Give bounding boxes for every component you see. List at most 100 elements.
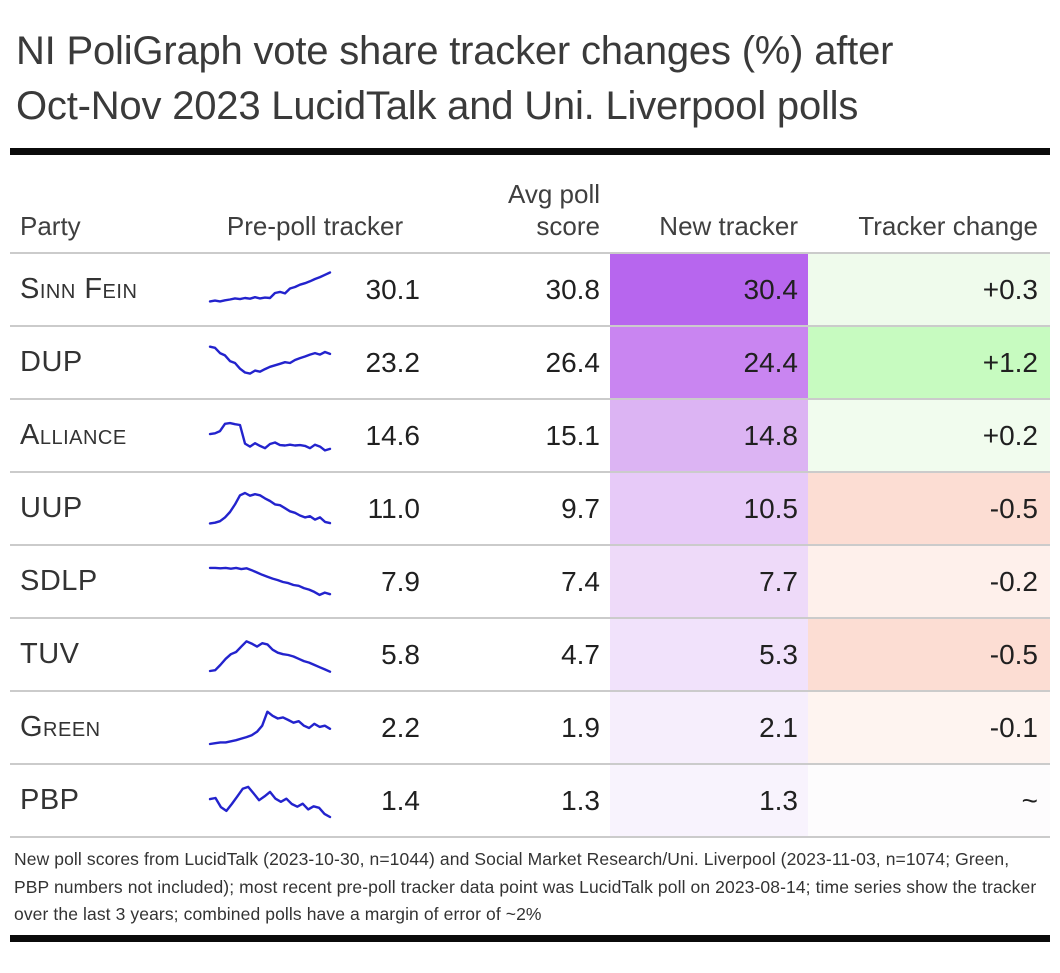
pre-poll-tracker-value: 5.8	[381, 638, 420, 670]
tracker-change-cell: +1.2	[808, 327, 1050, 398]
avg-poll-score-value: 1.3	[561, 784, 600, 816]
tracker-change-value: -0.5	[989, 492, 1038, 524]
title-line-2: Oct-Nov 2023 LucidTalk and Uni. Liverpoo…	[16, 84, 859, 128]
pre-poll-tracker-value: 14.6	[365, 419, 421, 451]
sparkline-chart	[208, 785, 332, 818]
avg-poll-score-cell: 1.3	[430, 765, 610, 836]
title-line-1: NI PoliGraph vote share tracker changes …	[16, 29, 894, 73]
pre-poll-tracker-cell: 2.2	[200, 692, 430, 763]
top-rule	[10, 148, 1050, 155]
party-name: Green	[20, 711, 101, 743]
tracker-change-cell: ~	[808, 765, 1050, 836]
table-row: TUV 5.8 4.7 5.3 -0.5	[10, 619, 1050, 692]
table-body: Sinn Fein 30.1 30.8 30.4 +0.3 DUP 23.2 2…	[10, 254, 1050, 838]
pre-poll-tracker-value: 30.1	[365, 273, 421, 305]
new-tracker-value: 24.4	[743, 346, 799, 378]
new-tracker-cell: 14.8	[610, 400, 808, 471]
pre-poll-tracker-cell: 7.9	[200, 546, 430, 617]
table-row: SDLP 7.9 7.4 7.7 -0.2	[10, 546, 1050, 619]
footnote-text: New poll scores from LucidTalk (2023-10-…	[14, 849, 1037, 924]
avg-poll-score-cell: 30.8	[430, 254, 610, 325]
sparkline-chart	[208, 566, 332, 596]
new-tracker-cell: 1.3	[610, 765, 808, 836]
column-header-tracker-change: Tracker change	[858, 211, 1038, 241]
avg-poll-score-value: 1.9	[561, 711, 600, 743]
tracker-change-value: +0.2	[982, 419, 1038, 451]
new-tracker-value: 2.1	[759, 711, 798, 743]
party-name: Alliance	[20, 419, 127, 451]
column-header-new-tracker: New tracker	[659, 211, 798, 241]
table-header-row: Party Pre-poll tracker Avg poll score Ne…	[10, 155, 1050, 254]
sparkline-chart	[208, 270, 332, 303]
party-name: SDLP	[20, 565, 98, 597]
table-row: Alliance 14.6 15.1 14.8 +0.2	[10, 400, 1050, 473]
sparkline-chart	[208, 421, 332, 452]
avg-poll-score-value: 4.7	[561, 638, 600, 670]
avg-poll-score-value: 30.8	[545, 273, 601, 305]
party-name: TUV	[20, 638, 80, 670]
pre-poll-tracker-cell: 1.4	[200, 765, 430, 836]
party-name: Sinn Fein	[20, 273, 138, 305]
sparkline-chart	[208, 344, 332, 375]
sparkline-chart	[208, 639, 332, 673]
pre-poll-tracker-value: 23.2	[365, 346, 421, 378]
avg-poll-score-value: 15.1	[545, 419, 601, 451]
avg-poll-score-value: 26.4	[545, 346, 601, 378]
pre-poll-tracker-cell: 5.8	[200, 619, 430, 690]
pre-poll-tracker-cell: 11.0	[200, 473, 430, 544]
avg-poll-score-cell: 7.4	[430, 546, 610, 617]
infographic-page: NI PoliGraph vote share tracker changes …	[0, 24, 1060, 942]
pre-poll-tracker-cell: 23.2	[200, 327, 430, 398]
tracker-change-cell: +0.3	[808, 254, 1050, 325]
pre-poll-tracker-cell: 30.1	[200, 254, 430, 325]
tracker-change-value: -0.5	[989, 638, 1038, 670]
table-row: PBP 1.4 1.3 1.3 ~	[10, 765, 1050, 838]
party-name: DUP	[20, 346, 83, 378]
new-tracker-value: 30.4	[743, 273, 799, 305]
page-title: NI PoliGraph vote share tracker changes …	[16, 24, 1050, 134]
tracker-change-cell: -0.5	[808, 473, 1050, 544]
tracker-change-value: -0.2	[989, 565, 1038, 597]
new-tracker-cell: 10.5	[610, 473, 808, 544]
pre-poll-tracker-cell: 14.6	[200, 400, 430, 471]
tracker-change-value: ~	[1021, 784, 1038, 816]
pre-poll-tracker-value: 1.4	[381, 784, 420, 816]
tracker-change-cell: -0.5	[808, 619, 1050, 690]
party-name: PBP	[20, 784, 80, 816]
column-header-party: Party	[20, 211, 81, 241]
column-header-pre-poll-tracker: Pre-poll tracker	[226, 211, 404, 241]
new-tracker-cell: 5.3	[610, 619, 808, 690]
new-tracker-value: 1.3	[759, 784, 798, 816]
tracker-change-cell: -0.2	[808, 546, 1050, 617]
avg-poll-score-cell: 1.9	[430, 692, 610, 763]
table-row: Sinn Fein 30.1 30.8 30.4 +0.3	[10, 254, 1050, 327]
new-tracker-value: 10.5	[743, 492, 799, 524]
avg-poll-score-cell: 9.7	[430, 473, 610, 544]
tracker-change-cell: +0.2	[808, 400, 1050, 471]
pre-poll-tracker-value: 11.0	[367, 492, 420, 524]
new-tracker-cell: 7.7	[610, 546, 808, 617]
new-tracker-value: 7.7	[759, 565, 798, 597]
tracker-change-value: -0.1	[989, 711, 1038, 743]
column-header-avg-poll-score: Avg poll score	[507, 179, 600, 241]
avg-poll-score-cell: 4.7	[430, 619, 610, 690]
new-tracker-cell: 2.1	[610, 692, 808, 763]
new-tracker-value: 5.3	[759, 638, 798, 670]
tracker-change-value: +1.2	[982, 346, 1038, 378]
sparkline-chart	[208, 491, 332, 525]
avg-poll-score-cell: 15.1	[430, 400, 610, 471]
pre-poll-tracker-value: 7.9	[381, 565, 420, 597]
party-name: UUP	[20, 492, 83, 524]
avg-poll-score-value: 7.4	[561, 565, 600, 597]
table-row: DUP 23.2 26.4 24.4 +1.2	[10, 327, 1050, 400]
avg-poll-score-value: 9.7	[561, 492, 600, 524]
new-tracker-value: 14.8	[743, 419, 799, 451]
sparkline-chart	[208, 709, 332, 745]
new-tracker-cell: 30.4	[610, 254, 808, 325]
table-row: Green 2.2 1.9 2.1 -0.1	[10, 692, 1050, 765]
avg-poll-score-cell: 26.4	[430, 327, 610, 398]
table-row: UUP 11.0 9.7 10.5 -0.5	[10, 473, 1050, 546]
pre-poll-tracker-value: 2.2	[381, 711, 420, 743]
bottom-rule	[10, 934, 1050, 942]
tracker-change-cell: -0.1	[808, 692, 1050, 763]
